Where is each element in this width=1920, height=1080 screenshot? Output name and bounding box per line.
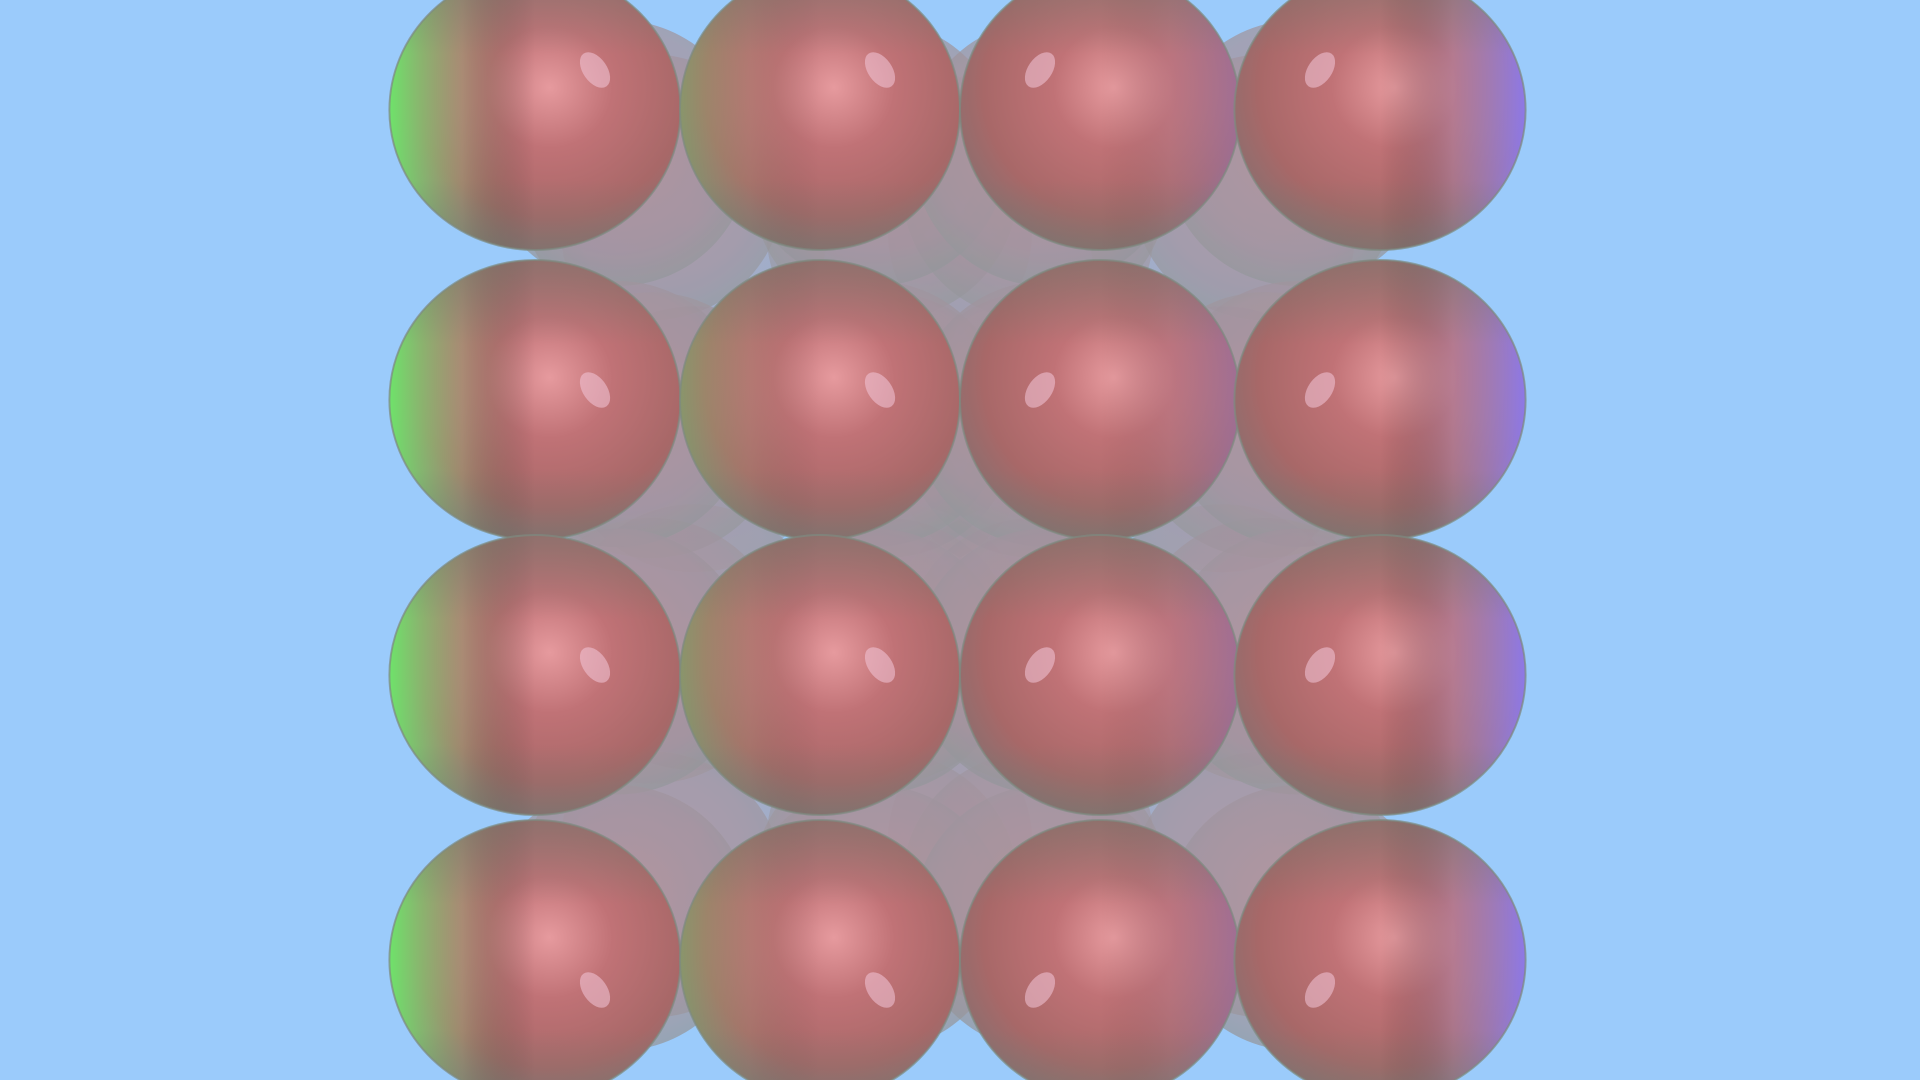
sphere [679, 534, 961, 816]
sphere [388, 259, 682, 541]
sphere [959, 534, 1241, 816]
sphere [959, 0, 1241, 251]
sphere [1233, 0, 1527, 251]
sphere [388, 819, 682, 1080]
sphere [1233, 534, 1527, 816]
sphere [679, 0, 961, 251]
sphere [388, 534, 682, 816]
sphere [1233, 819, 1527, 1080]
sphere [959, 259, 1241, 541]
sphere [679, 259, 961, 541]
sphere [1233, 259, 1527, 541]
sphere [388, 0, 682, 251]
sphere [679, 819, 961, 1080]
sphere [959, 819, 1241, 1080]
front-sphere-layer [388, 0, 1527, 1080]
